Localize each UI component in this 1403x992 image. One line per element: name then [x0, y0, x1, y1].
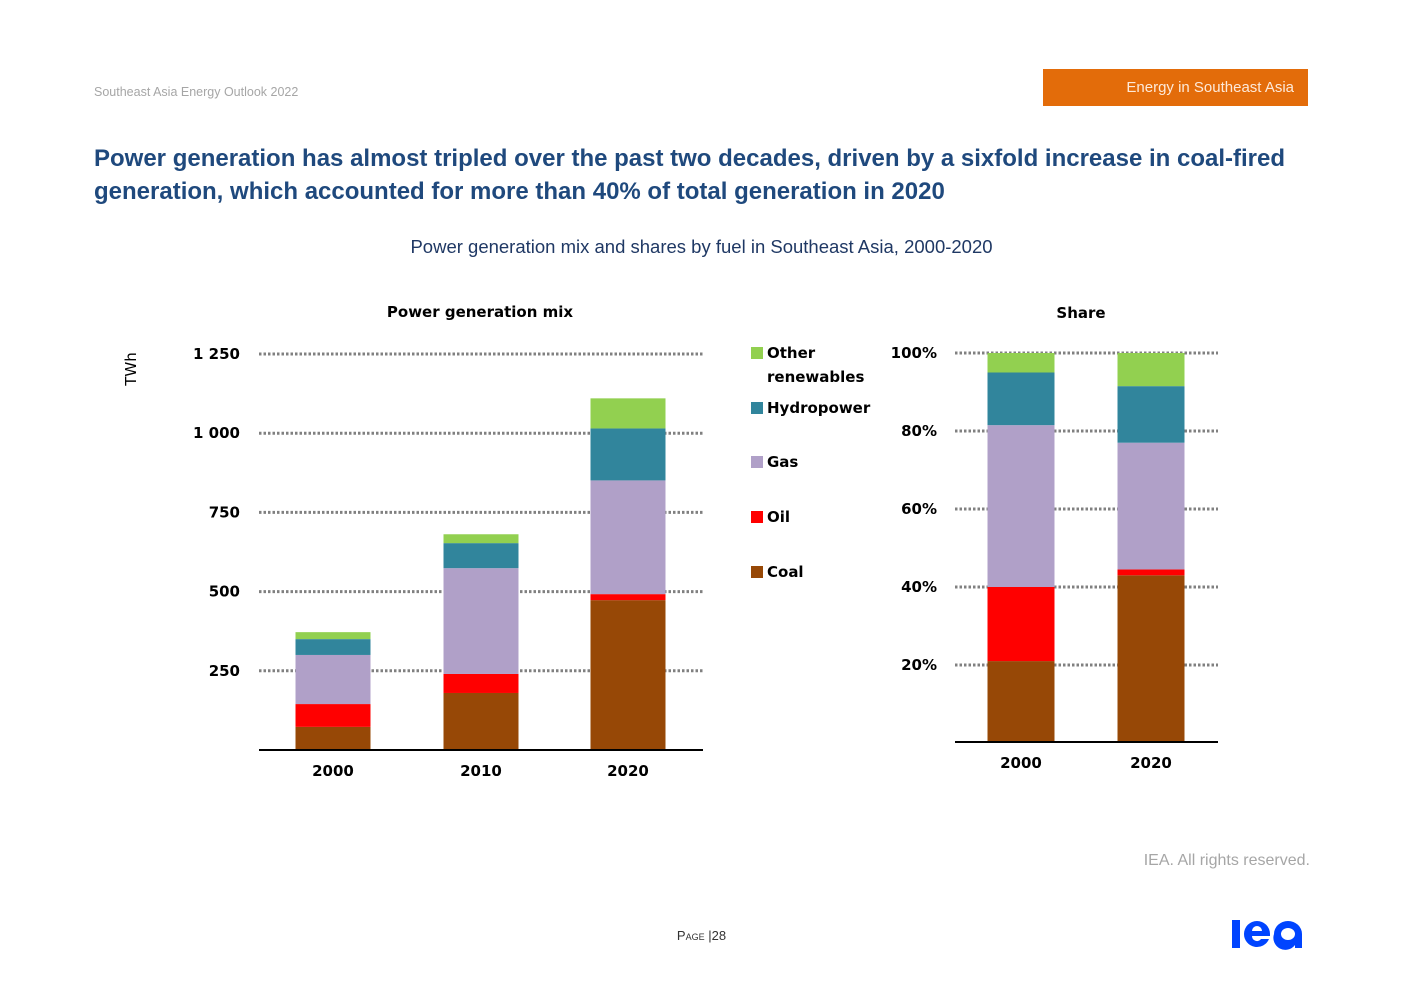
- y-tick-label: 750: [209, 503, 240, 521]
- bar-segment-other-renewables: [590, 398, 666, 429]
- legend-swatch: [751, 347, 763, 359]
- bar-segment-gas: [443, 568, 519, 674]
- page-headline: Power generation has almost tripled over…: [94, 145, 1286, 205]
- bar-segment-oil: [1117, 569, 1185, 576]
- legend-swatch: [751, 566, 763, 578]
- y-tick-label: 20%: [901, 656, 937, 674]
- legend-item-gas: Gas: [751, 453, 798, 471]
- y-tick-label: 1 000: [193, 424, 240, 442]
- bar-segment-oil: [443, 673, 519, 693]
- legend-label: Hydropower: [767, 399, 871, 417]
- legend: Other renewables Hydropower Gas Oil Coal: [751, 344, 871, 581]
- legend-label: renewables: [767, 368, 864, 386]
- figure-subtitle: Power generation mix and shares by fuel …: [410, 236, 993, 257]
- y-tick-label: 500: [209, 583, 240, 601]
- page-number: Page |28: [0, 928, 1403, 943]
- bar-segment-hydropower: [295, 639, 371, 655]
- chart-title: Share: [1056, 304, 1105, 322]
- iea-logo: [1232, 920, 1302, 950]
- page-number-value: 28: [711, 928, 727, 943]
- bar-segment-other-renewables: [1117, 353, 1185, 387]
- legend-label: Gas: [767, 453, 798, 471]
- report-name: Southeast Asia Energy Outlook 2022: [94, 85, 299, 99]
- bar-segment-coal: [1117, 575, 1185, 743]
- rights-notice: IEA. All rights reserved.: [1143, 852, 1310, 869]
- page-label: Page: [676, 928, 705, 943]
- legend-item-other-renewables: Other renewables: [751, 344, 864, 386]
- chart-title: Power generation mix: [387, 303, 574, 321]
- page-separator: |: [708, 928, 712, 943]
- legend-swatch: [751, 511, 763, 523]
- y-tick-label: 250: [209, 662, 240, 680]
- x-tick-label: 2000: [312, 762, 354, 780]
- x-tick-label: 2010: [460, 762, 502, 780]
- bar-segment-gas: [987, 425, 1055, 587]
- legend-item-coal: Coal: [751, 563, 804, 581]
- bar-segment-oil: [295, 704, 371, 727]
- bar-segment-oil: [590, 594, 666, 601]
- bar-segment-coal: [590, 600, 666, 750]
- bar-segment-gas: [295, 654, 371, 705]
- legend-swatch: [751, 402, 763, 414]
- legend-swatch: [751, 456, 763, 468]
- y-tick-label: 1 250: [193, 345, 240, 363]
- bar-segment-coal: [987, 661, 1055, 743]
- bar-segment-other-renewables: [295, 632, 371, 640]
- x-tick-label: 2000: [1000, 754, 1042, 772]
- bar-segment-hydropower: [590, 428, 666, 481]
- bar-segment-hydropower: [1117, 386, 1185, 443]
- section-tag: Energy in Southeast Asia: [1043, 69, 1308, 106]
- bar-segment-coal: [295, 726, 371, 750]
- x-tick-label: 2020: [1130, 754, 1172, 772]
- y-axis-title: TWh: [122, 352, 140, 387]
- y-tick-label: 60%: [901, 500, 937, 518]
- generation-mix-chart: Power generation mix TWh 250 500 750 1 000 1…: [122, 303, 871, 780]
- bar-segment-gas: [590, 480, 666, 595]
- x-tick-label: 2020: [607, 762, 649, 780]
- bar-segment-oil: [987, 587, 1055, 662]
- bar-segment-other-renewables: [987, 353, 1055, 373]
- y-tick-label: 100%: [891, 344, 937, 362]
- bar-segment-other-renewables: [443, 534, 519, 544]
- legend-label: Other: [767, 344, 816, 362]
- y-tick-label: 40%: [901, 578, 937, 596]
- bar-segment-gas: [1117, 442, 1185, 570]
- bar-segment-hydropower: [987, 372, 1055, 426]
- y-tick-label: 80%: [901, 422, 937, 440]
- bar-segment-hydropower: [443, 543, 519, 569]
- legend-item-oil: Oil: [751, 508, 790, 526]
- legend-label: Coal: [767, 563, 804, 581]
- bar-segment-coal: [443, 692, 519, 750]
- legend-item-hydropower: Hydropower: [751, 399, 871, 417]
- share-chart: Share 20% 40% 60% 80% 100% 2000 2020: [891, 304, 1218, 772]
- legend-label: Oil: [767, 508, 790, 526]
